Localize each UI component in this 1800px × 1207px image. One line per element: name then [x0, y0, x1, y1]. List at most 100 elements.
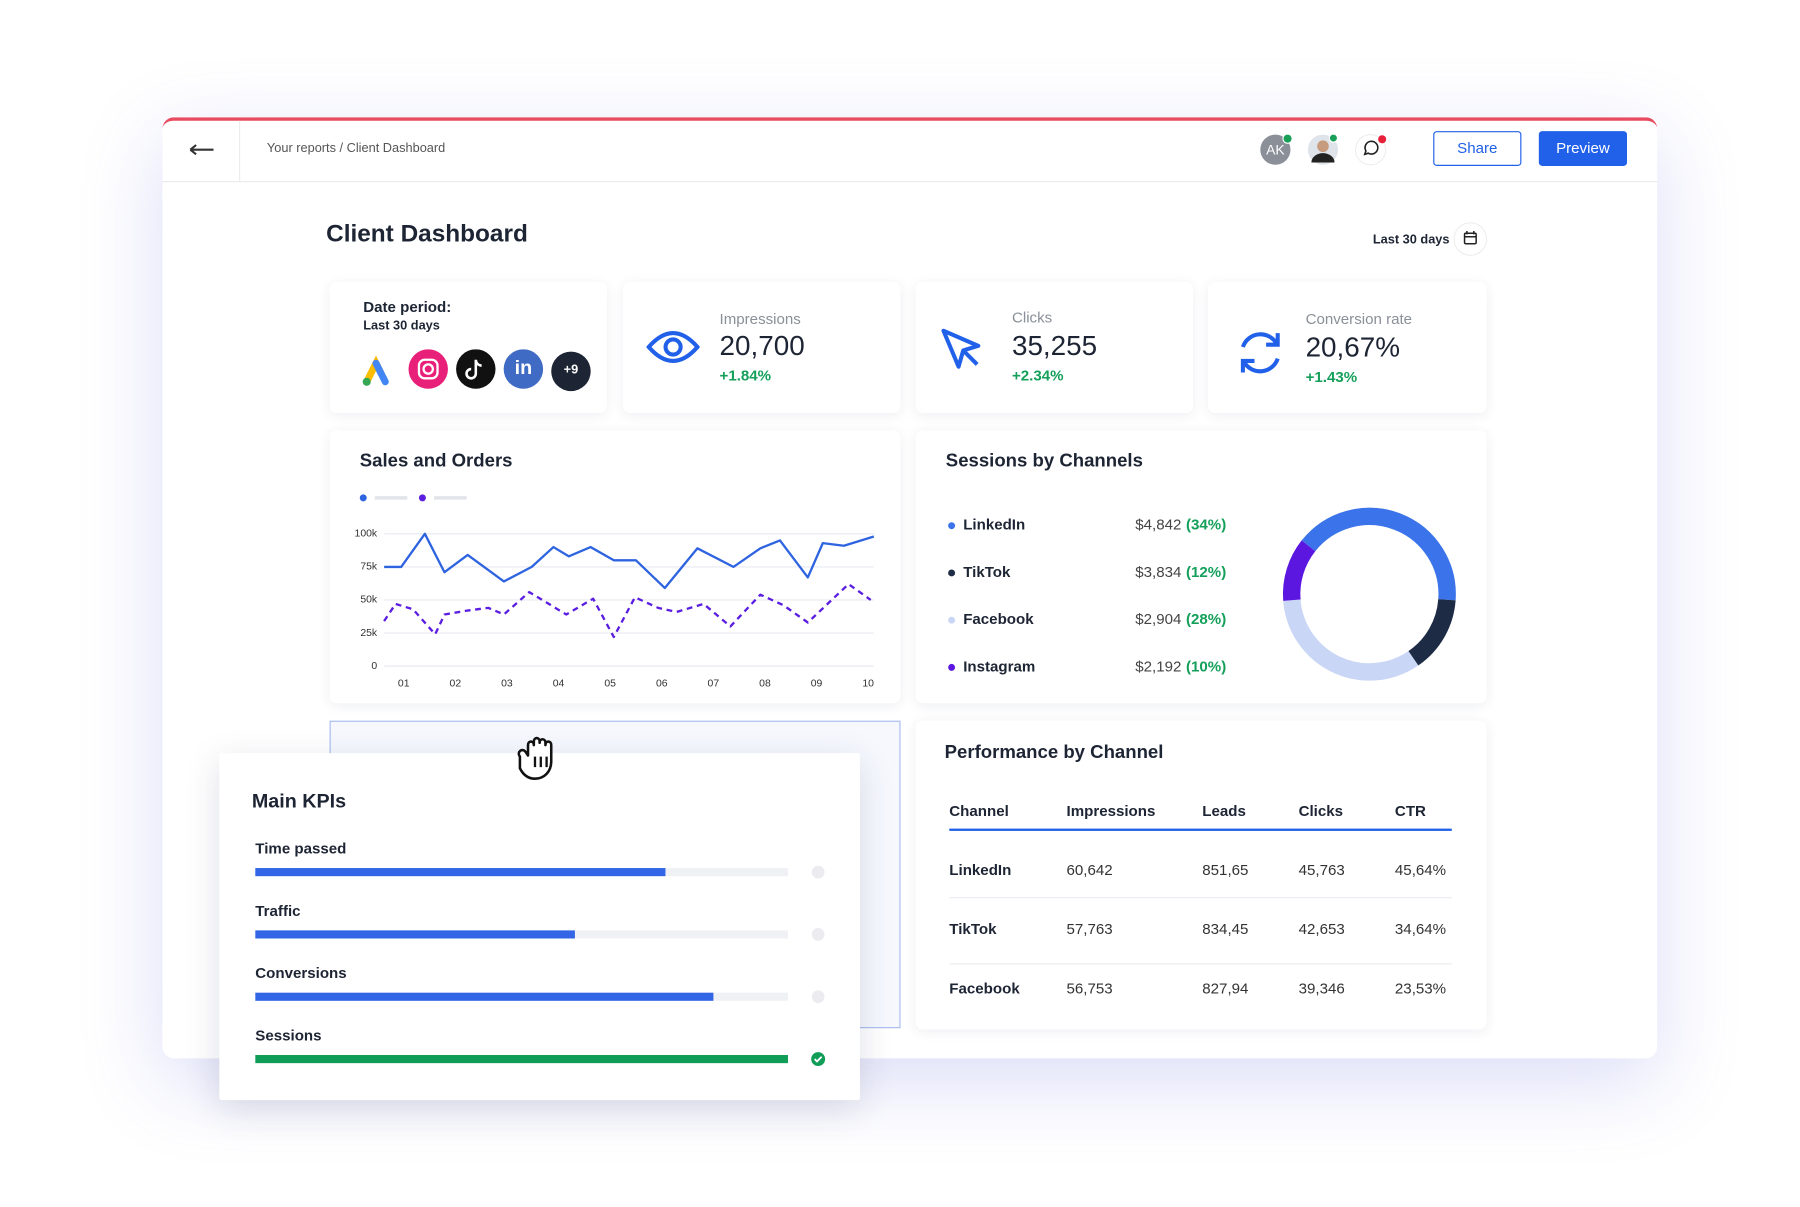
- donut-segment: [1408, 598, 1456, 666]
- comments-button[interactable]: [1354, 132, 1389, 167]
- y-tick-label: 75k: [360, 562, 378, 573]
- table-cell: 34,64%: [1394, 920, 1447, 938]
- share-label: (12%): [1186, 564, 1226, 581]
- x-tick-label: 06: [656, 678, 668, 689]
- stat-card: Clicks 35,255 +2.34%: [915, 282, 1193, 414]
- x-tick-label: 01: [398, 678, 410, 689]
- breadcrumb[interactable]: Your reports / Client Dashboard: [266, 141, 446, 156]
- table-cell: 45,64%: [1394, 861, 1447, 879]
- legend-dot: [359, 494, 367, 502]
- kpi-pending: [811, 990, 825, 1004]
- x-tick-label: 07: [708, 678, 720, 689]
- y-tick-label: 0: [371, 661, 377, 672]
- check: [814, 1056, 823, 1063]
- kpi-done: [811, 1052, 826, 1067]
- back-button[interactable]: [188, 140, 216, 159]
- cursor-icon: [941, 328, 981, 369]
- more-sources[interactable]: +9: [563, 363, 579, 378]
- amount-label: $2,192: [1135, 658, 1181, 675]
- line-chart-card: Sales and Orders 0 25k 50k 75k 100k 01 02 03 04 0…: [329, 430, 901, 704]
- header-separator: [239, 120, 241, 183]
- row-divider: [949, 963, 1452, 965]
- kpi-card: Main KPIs Time passed Traffic Conversions S…: [219, 753, 860, 1101]
- stat-value: 35,255: [1011, 330, 1098, 363]
- header-underline: [949, 828, 1452, 831]
- donut-segment: [1282, 540, 1316, 601]
- icon-label: ads: [420, 380, 434, 389]
- table-cell: Facebook: [949, 979, 1020, 997]
- page-title: Client Dashboard: [326, 220, 528, 248]
- donut-segment: [1283, 599, 1419, 681]
- icon-label: ads: [515, 380, 529, 389]
- table-cell: 39,346: [1298, 979, 1345, 997]
- kpi-bar: [255, 868, 666, 877]
- kpi-bar: [255, 930, 575, 939]
- y-tick-label: 25k: [360, 628, 378, 639]
- eye-icon: [646, 331, 700, 363]
- calendar-button[interactable]: [1453, 222, 1490, 259]
- y-tick-label: 100k: [355, 529, 378, 540]
- preview-button[interactable]: Preview: [1538, 131, 1628, 166]
- column-header: Leads: [1202, 801, 1246, 820]
- stat-change: +1.43%: [1305, 367, 1358, 386]
- table-card: Performance by Channel Channel Impression…: [915, 720, 1487, 1030]
- kpi-track: [255, 930, 788, 939]
- share-button[interactable]: Share: [1433, 131, 1522, 166]
- table-cell: 851,65: [1202, 861, 1249, 879]
- date-range[interactable]: Last 30 days: [1372, 233, 1450, 248]
- date-label: Date period:: [363, 298, 452, 316]
- share-label: (10%): [1186, 658, 1226, 675]
- stat-change: +1.84%: [719, 366, 772, 385]
- x-tick-label: 08: [759, 678, 771, 689]
- stat-label: Impressions: [719, 309, 801, 328]
- kpi-bar: [255, 1055, 788, 1064]
- svg-text:in: in: [515, 357, 533, 379]
- kpi-label: Time passed: [255, 840, 346, 857]
- refresh-icon: [1240, 332, 1280, 374]
- kpi-label: Conversions: [255, 965, 346, 982]
- column-header: Impressions: [1066, 801, 1156, 820]
- table-cell: 57,763: [1066, 920, 1113, 938]
- table-cell: LinkedIn: [949, 861, 1012, 879]
- row-divider: [949, 897, 1452, 899]
- avatar-photo[interactable]: [1307, 134, 1339, 167]
- table-cell: TikTok: [949, 920, 997, 938]
- x-tick-label: 05: [604, 678, 616, 689]
- stat-value: 20,700: [719, 330, 805, 363]
- line-series: [383, 582, 872, 639]
- column-header: Clicks: [1298, 801, 1344, 820]
- amount-label: $2,904: [1135, 611, 1181, 628]
- stat-card: Impressions 20,700 +1.84%: [623, 282, 901, 414]
- kpi-label: Sessions: [255, 1027, 321, 1044]
- kpi-pending: [811, 865, 825, 879]
- line-series: [384, 532, 875, 590]
- legend-dot: [948, 569, 956, 577]
- table-cell: 42,653: [1298, 920, 1345, 938]
- kpi-track: [255, 992, 788, 1001]
- chart-title: Sessions by Channels: [945, 451, 1143, 472]
- grab-cursor: [517, 736, 553, 780]
- amount-label: $4,842: [1135, 517, 1181, 534]
- kpi-track: [255, 868, 788, 877]
- legend-label: Instagram: [963, 658, 1035, 675]
- stat-card: Conversion rate 20,67% +1.43%: [1208, 282, 1487, 414]
- kpi-bar: [255, 992, 714, 1001]
- table-cell: 23,53%: [1394, 979, 1447, 997]
- stat-label: Conversion rate: [1305, 309, 1413, 328]
- column-header: Channel: [949, 801, 1009, 820]
- table-cell: 56,753: [1066, 979, 1113, 997]
- amount-label: $3,834: [1135, 564, 1181, 581]
- online-dot: [1282, 133, 1293, 144]
- kpi-label: Traffic: [255, 903, 300, 920]
- legend-dot: [948, 522, 956, 530]
- chart-title: Sales and Orders: [359, 451, 513, 472]
- x-tick-label: 04: [553, 678, 565, 689]
- y-tick-label: 50k: [360, 595, 378, 606]
- legend-dot: [948, 616, 956, 624]
- donut-segment: [1301, 507, 1456, 601]
- header-divider: [162, 181, 1658, 183]
- kpi-track: [255, 1055, 788, 1064]
- stat-change: +2.34%: [1011, 366, 1064, 385]
- share-label: (34%): [1186, 517, 1226, 534]
